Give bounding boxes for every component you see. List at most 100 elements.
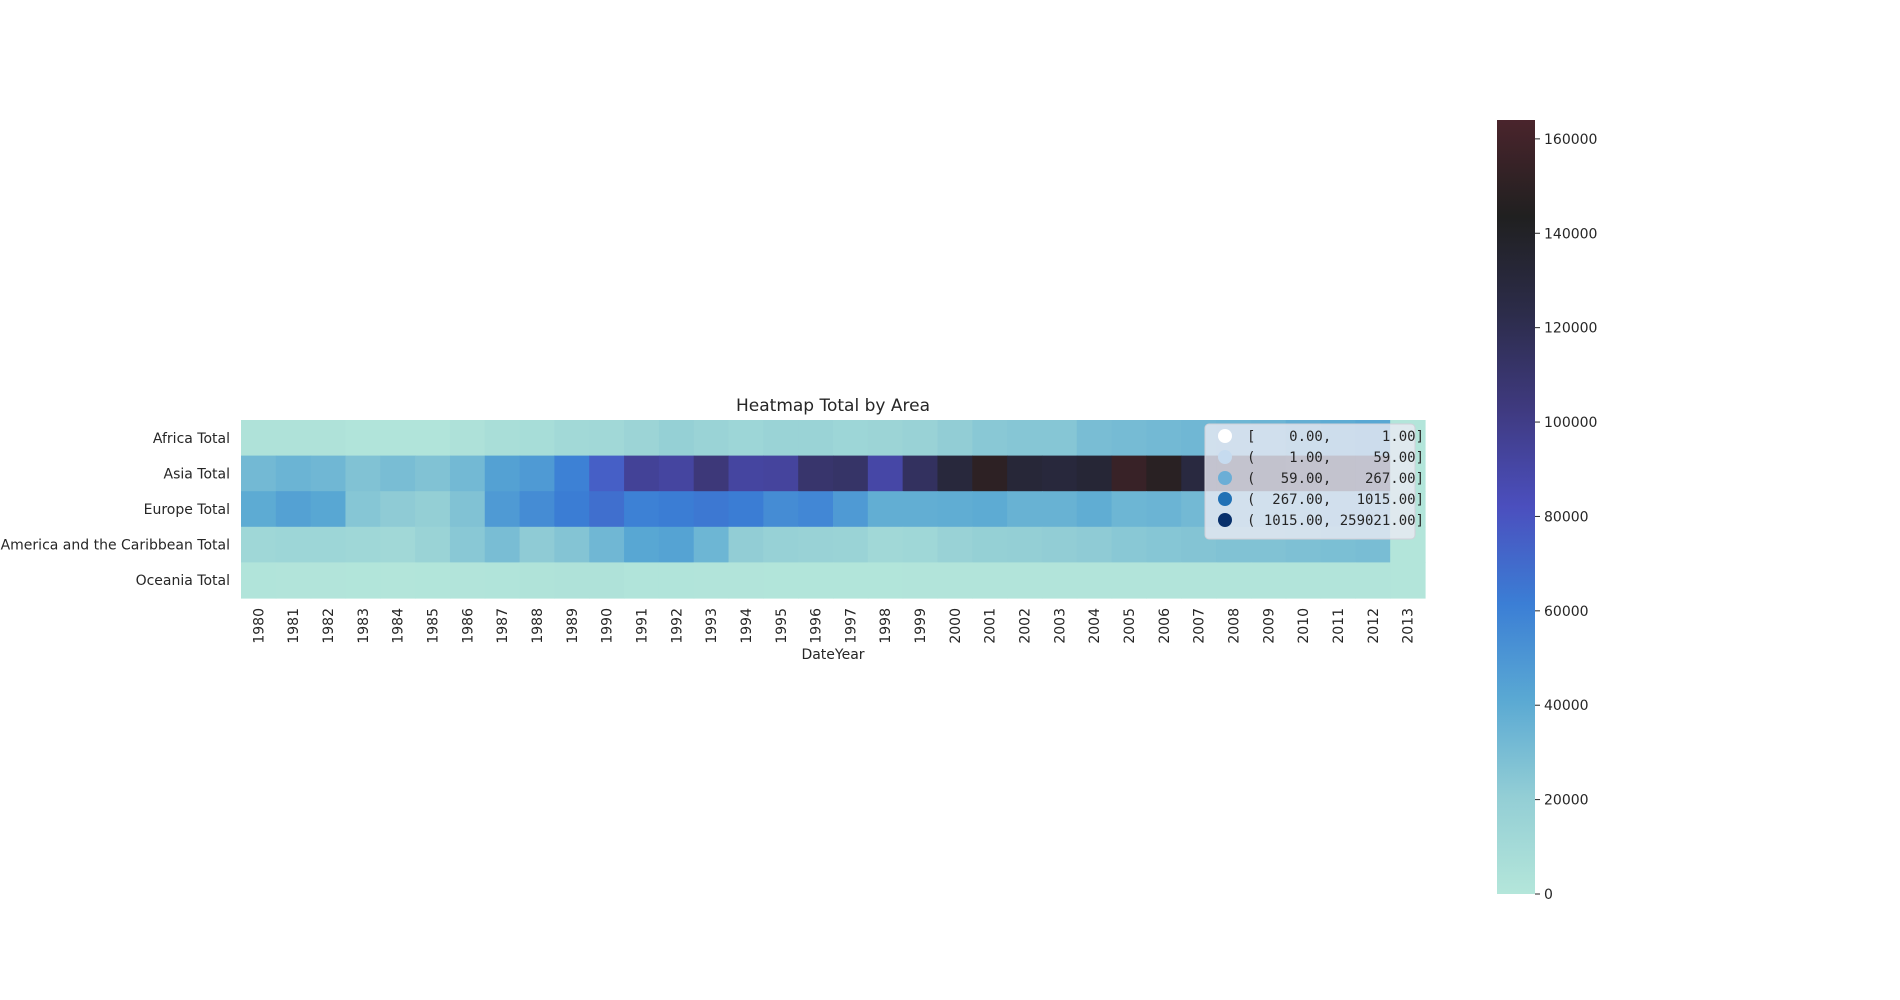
legend-label: [ 0.00, 1.00] xyxy=(1247,429,1424,445)
heatmap-cell xyxy=(728,526,764,563)
legend: [ 0.00, 1.00] ( 1.00, 59.00] ( 59.00, 267.… xyxy=(1204,423,1424,540)
heatmap-cell xyxy=(310,420,347,457)
x-axis-tick-labels: 1980 1981 1982 1983 1984 1985 1986 1987 1988 1989… xyxy=(251,608,1416,644)
heatmap-cell xyxy=(1007,526,1043,563)
heatmap-cell xyxy=(1146,420,1182,457)
heatmap-cell xyxy=(937,491,973,528)
heatmap-cell xyxy=(310,491,347,528)
heatmap-cell xyxy=(658,526,695,563)
legend-marker xyxy=(1218,450,1232,464)
x-tick-label: 1985 xyxy=(426,608,442,644)
x-tick-label: 2005 xyxy=(1122,608,1138,644)
heatmap-cell xyxy=(1146,455,1182,492)
x-tick-label: 2004 xyxy=(1087,608,1103,644)
heatmap-cell xyxy=(658,562,695,599)
heatmap-cell xyxy=(624,491,660,528)
heatmap-cell xyxy=(1111,526,1148,563)
heatmap-cell xyxy=(798,526,834,563)
y-tick-label: Europe Total xyxy=(144,502,230,518)
heatmap-cell xyxy=(1390,562,1426,599)
heatmap-cell xyxy=(484,491,521,528)
heatmap-cell xyxy=(937,562,973,599)
heatmap-cell xyxy=(1041,526,1078,563)
heatmap-cell xyxy=(833,420,869,457)
heatmap-cell xyxy=(519,526,556,563)
heatmap-cell xyxy=(554,562,590,599)
heatmap-cell xyxy=(589,420,625,457)
heatmap-cell xyxy=(310,455,347,492)
x-tick-label: 1986 xyxy=(460,608,476,644)
heatmap-cell xyxy=(380,491,416,528)
x-tick-label: 2006 xyxy=(1157,608,1173,644)
heatmap-cell xyxy=(241,526,277,563)
heatmap-cell xyxy=(589,491,625,528)
heatmap-cell xyxy=(972,455,1008,492)
heatmap-cell xyxy=(1076,526,1113,563)
x-tick-label: 2010 xyxy=(1296,608,1312,644)
heatmap-cell xyxy=(972,491,1008,528)
colorbar-tick-label: 20000 xyxy=(1544,793,1589,809)
heatmap-cell xyxy=(241,420,277,457)
heatmap-cell xyxy=(484,526,521,563)
heatmap-cell xyxy=(1320,562,1356,599)
heatmap-cell xyxy=(798,420,834,457)
heatmap-cell xyxy=(519,491,556,528)
heatmap-cell xyxy=(1076,562,1113,599)
x-tick-label: 2008 xyxy=(1226,608,1242,644)
x-tick-label: 1990 xyxy=(600,608,616,644)
x-tick-label: 1993 xyxy=(704,608,720,644)
colorbar-gradient xyxy=(1497,120,1535,894)
x-tick-label: 1987 xyxy=(495,608,511,644)
heatmap-cell xyxy=(728,562,764,599)
legend-box xyxy=(1204,423,1416,540)
heatmap-cell xyxy=(867,420,904,457)
colorbar-tick-label: 40000 xyxy=(1544,698,1589,714)
heatmap-cell xyxy=(972,562,1008,599)
heatmap-cell xyxy=(937,420,973,457)
colorbar: 0 20000 40000 60000 80000 100000 120000 140000 1… xyxy=(1497,120,1597,903)
heatmap-cell xyxy=(798,455,834,492)
heatmap-cell xyxy=(380,420,416,457)
heatmap-cell xyxy=(449,526,486,563)
heatmap-cell xyxy=(763,562,799,599)
heatmap-cell xyxy=(624,455,660,492)
heatmap-cell xyxy=(1076,420,1113,457)
heatmap-cell xyxy=(1007,455,1043,492)
heatmap-cell xyxy=(902,455,939,492)
heatmap-cell xyxy=(380,526,416,563)
colorbar-tick-label: 0 xyxy=(1544,887,1553,903)
heatmap-cell xyxy=(275,455,312,492)
heatmap-cell xyxy=(833,455,869,492)
chart-title: Heatmap Total by Area xyxy=(736,396,930,416)
heatmap-cell xyxy=(554,491,590,528)
x-tick-label: 1998 xyxy=(878,608,894,644)
heatmap-cell xyxy=(241,491,277,528)
heatmap-cell xyxy=(449,491,486,528)
x-tick-label: 1984 xyxy=(391,608,407,644)
heatmap-cell xyxy=(241,455,277,492)
colorbar-tick-label: 160000 xyxy=(1544,132,1597,148)
heatmap-cell xyxy=(589,526,625,563)
heatmap-cell xyxy=(1355,562,1391,599)
colorbar-tick-label: 60000 xyxy=(1544,604,1589,620)
heatmap-cell xyxy=(380,562,416,599)
heatmap-cell xyxy=(380,455,416,492)
heatmap-cell xyxy=(449,455,486,492)
x-tick-label: 2003 xyxy=(1052,608,1068,644)
legend-label: ( 1.00, 59.00] xyxy=(1247,450,1424,466)
heatmap-cell xyxy=(763,420,799,457)
x-tick-label: 1996 xyxy=(809,608,825,644)
heatmap-cell xyxy=(449,420,486,457)
heatmap-cell xyxy=(902,562,939,599)
x-tick-label: 2011 xyxy=(1331,608,1347,644)
x-tick-label: 1999 xyxy=(913,608,929,644)
heatmap-cell xyxy=(275,562,312,599)
heatmap-cell xyxy=(798,562,834,599)
heatmap-cell xyxy=(658,455,695,492)
colorbar-tick-label: 140000 xyxy=(1544,226,1597,242)
heatmap-cell xyxy=(972,420,1008,457)
heatmap-cell xyxy=(833,562,869,599)
y-tick-label: America and the Caribbean Total xyxy=(1,538,230,554)
heatmap-cell xyxy=(624,562,660,599)
